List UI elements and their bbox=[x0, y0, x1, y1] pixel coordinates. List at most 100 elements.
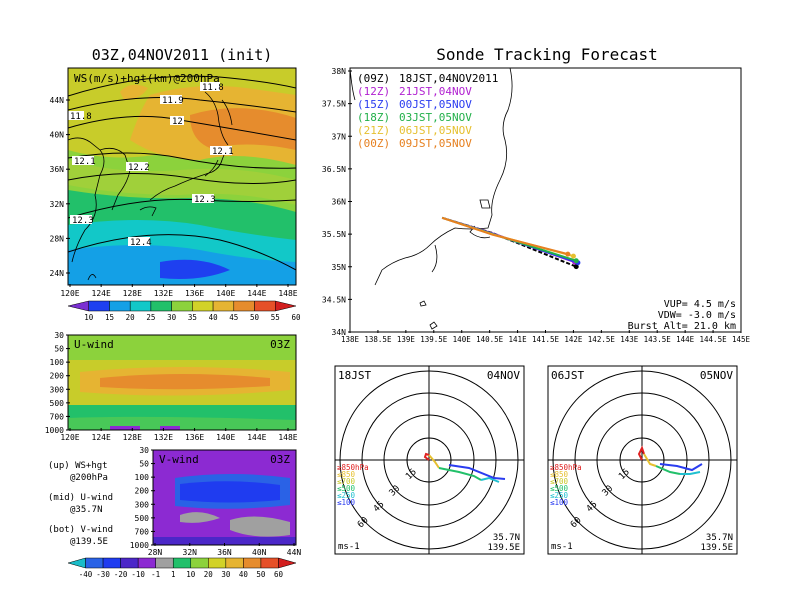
v-lat-ticks: 28N 32N 36N 40N 44N bbox=[148, 543, 301, 557]
u-pressure-tick: 50 bbox=[54, 345, 64, 354]
u-pressure-tick: 100 bbox=[50, 358, 65, 367]
hodograph-level-key: ≤250 bbox=[337, 491, 356, 500]
wind-colorbar-cell bbox=[137, 557, 156, 569]
hodograph-level-key: ≥850hPa bbox=[337, 463, 369, 472]
wind-colorbar-tick: -40 bbox=[79, 570, 93, 579]
wind-colorbar-cell bbox=[190, 557, 209, 569]
track-lon-tick: 143E bbox=[620, 335, 639, 344]
v-lat-tick: 36N bbox=[217, 548, 232, 557]
hodograph-trace bbox=[480, 476, 500, 483]
track-lat-tick: 37N bbox=[332, 132, 347, 141]
v-lat-tick: 28N bbox=[148, 548, 163, 557]
track-lat-tick: 36N bbox=[332, 198, 347, 207]
hodograph-lat: 35.7N bbox=[706, 533, 733, 543]
map-lon-tick: 128E bbox=[123, 289, 142, 298]
map-lat-tick: 44N bbox=[50, 96, 65, 105]
hodograph-trace bbox=[428, 454, 440, 469]
map-lat-tick: 40N bbox=[50, 131, 65, 140]
vdw-text: VDW= -3.0 m/s bbox=[658, 310, 736, 321]
v-lat-tick: 40N bbox=[252, 548, 267, 557]
track-lat-tick: 34N bbox=[332, 328, 347, 337]
track-lon-ticks: 138E 138.5E 139E 139.5E 140E 140.5E 141E 141.5E… bbox=[341, 330, 751, 344]
hodograph-level-key: ≤100 bbox=[550, 498, 569, 507]
u-lon-tick: 120E bbox=[60, 433, 79, 442]
track-legend-time: 09JST,05NOV bbox=[399, 137, 472, 150]
wind-colorbar-tick: 50 bbox=[256, 570, 266, 579]
hodograph-trace bbox=[680, 471, 701, 475]
map-panel: 11.8 11.8 11.9 12 12.1 12.1 12.2 12.3 12… bbox=[50, 67, 298, 298]
colorbar-tick: 50 bbox=[250, 313, 260, 322]
colorbar-cell bbox=[129, 300, 152, 312]
track-lon-tick: 144.5E bbox=[700, 335, 728, 344]
track-legend-run: (21Z) bbox=[357, 124, 390, 137]
hodograph-level-key: ≤500 bbox=[550, 484, 569, 493]
u-lon-tick: 148E bbox=[278, 433, 297, 442]
u-lon-tick: 132E bbox=[154, 433, 173, 442]
track-lon-tick: 142.5E bbox=[588, 335, 616, 344]
v-pressure-tick: 300 bbox=[135, 500, 150, 509]
track-end-dot bbox=[573, 264, 579, 270]
colorbar-cell bbox=[67, 300, 89, 312]
track-lon-tick: 140.5E bbox=[476, 335, 504, 344]
wind-colorbar-tick: 1 bbox=[171, 570, 176, 579]
track-lon-tick: 139.5E bbox=[420, 335, 448, 344]
colorbar-cell bbox=[150, 300, 172, 312]
hodograph-trace bbox=[637, 445, 645, 461]
hodograph-date: 05NOV bbox=[700, 369, 733, 382]
colorbar-cell bbox=[109, 300, 131, 312]
colorbar-tick: 60 bbox=[291, 313, 301, 322]
wind-colorbar-tick: 10 bbox=[186, 570, 196, 579]
hodograph-level-key: ≤250 bbox=[550, 491, 569, 500]
legend-mid: (mid) U-wind bbox=[48, 493, 113, 503]
wind-colorbar-tick: -20 bbox=[114, 570, 128, 579]
track-line bbox=[441, 216, 569, 256]
v-pressure-tick: 30 bbox=[139, 446, 149, 455]
contour-label: 12.4 bbox=[130, 238, 152, 248]
u-pressure-tick: 1000 bbox=[45, 426, 64, 435]
contour-label: 12.2 bbox=[128, 163, 150, 173]
wind-colorbar-tick: 40 bbox=[239, 570, 249, 579]
contour-label: 12.3 bbox=[72, 216, 94, 226]
hodograph-trace bbox=[448, 464, 506, 480]
u-lon-tick: 128E bbox=[123, 433, 142, 442]
track-legend-time: 03JST,05NOV bbox=[399, 111, 472, 124]
wind-colorbar-tick: -10 bbox=[131, 570, 145, 579]
u-lon-ticks: 120E 124E 128E 132E 136E 140E 144E 148E bbox=[60, 428, 298, 442]
wind-colorbar-cell bbox=[278, 557, 297, 569]
colorbar-cell bbox=[192, 300, 214, 312]
contour-labels: 11.8 11.8 11.9 12 12.1 12.1 12.2 12.3 12… bbox=[68, 82, 234, 248]
map-panel-label: WS(m/s)+hgt(km)@200hPa bbox=[74, 72, 220, 85]
colorbar-tick: 20 bbox=[126, 313, 136, 322]
track-legend-time: 21JST,04NOV bbox=[399, 85, 472, 98]
wind-colorbar-tick: 30 bbox=[221, 570, 231, 579]
track-lon-tick: 141.5E bbox=[532, 335, 560, 344]
map-lat-tick: 24N bbox=[50, 269, 65, 278]
track-panel: 38N 37.5N 37N 36.5N 36N 35.5N 35N 34.5N 34N 138E… bbox=[322, 67, 751, 344]
wind-colorbar-cell bbox=[208, 557, 227, 569]
track-legend-run: (12Z) bbox=[357, 85, 390, 98]
v-pressure-tick: 50 bbox=[139, 460, 149, 469]
map-lon-tick: 148E bbox=[278, 289, 297, 298]
track-lon-tick: 145E bbox=[732, 335, 751, 344]
colorbar-tick: 30 bbox=[167, 313, 177, 322]
contour-label: 11.8 bbox=[70, 112, 92, 122]
hodograph-level-key: ≤700 bbox=[550, 477, 569, 486]
vup-text: VUP= 4.5 m/s bbox=[664, 299, 736, 310]
colorbar-cell bbox=[233, 300, 255, 312]
burst-alt-text: Burst Alt= 21.0 km bbox=[628, 321, 736, 332]
map-lon-ticks: 120E 124E 128E 132E 136E 140E 144E 148E bbox=[60, 284, 298, 298]
track-legend-run: (18Z) bbox=[357, 111, 390, 124]
map-lon-tick: 120E bbox=[60, 289, 79, 298]
track-end-dot bbox=[565, 251, 571, 257]
colorbar-cell bbox=[212, 300, 235, 312]
hodograph-level-key: ≤850 bbox=[550, 470, 569, 479]
hodograph-trace bbox=[655, 465, 681, 475]
map-lat-tick: 36N bbox=[50, 165, 65, 174]
track-legend-run: (15Z) bbox=[357, 98, 390, 111]
left-title: 03Z,04NOV2011 (init) bbox=[92, 46, 273, 64]
wind-colorbar-cell bbox=[120, 557, 139, 569]
track-end-dot bbox=[570, 253, 576, 259]
colorbar-tick: 40 bbox=[209, 313, 219, 322]
u-lon-tick: 136E bbox=[185, 433, 204, 442]
